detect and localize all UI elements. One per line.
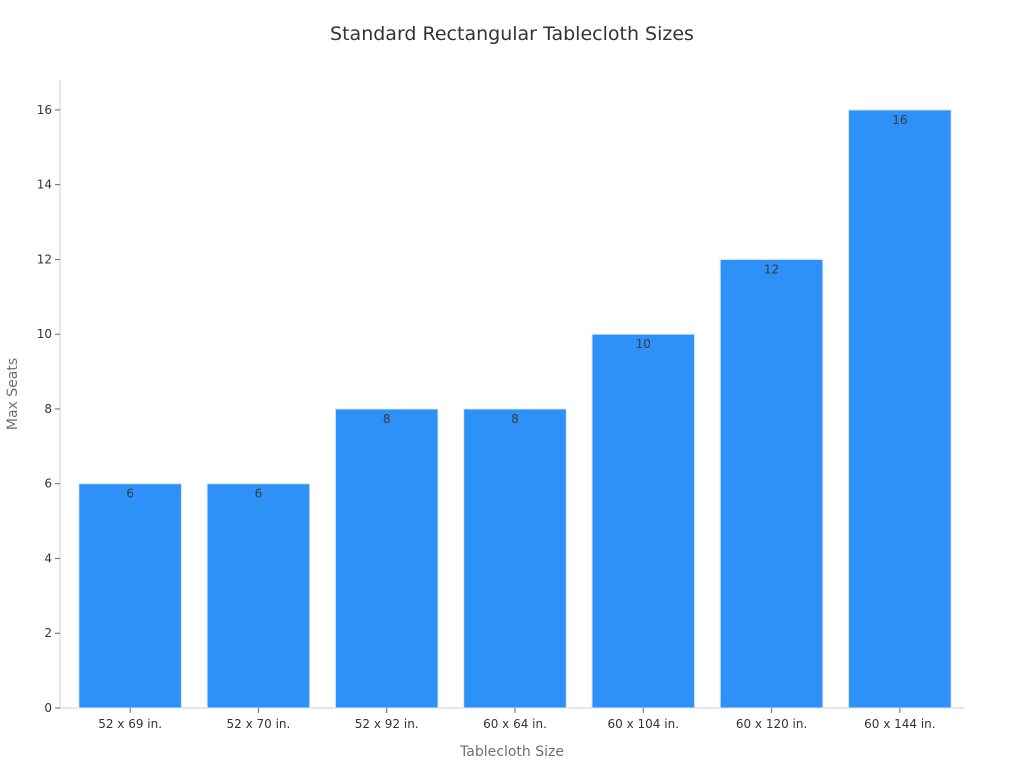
bar-value-label: 10 xyxy=(636,337,651,351)
bar-value-label: 8 xyxy=(511,412,519,426)
x-tick-label: 60 x 64 in. xyxy=(483,717,547,731)
bar xyxy=(78,483,182,709)
y-tick-label: 14 xyxy=(37,178,52,192)
y-tick-label: 4 xyxy=(44,551,52,565)
y-axis-title: Max Seats xyxy=(5,358,21,430)
y-tick-label: 8 xyxy=(44,402,52,416)
x-tick-label: 60 x 120 in. xyxy=(736,717,807,731)
y-tick-label: 16 xyxy=(37,103,52,117)
x-tick-label: 52 x 69 in. xyxy=(98,717,162,731)
bars-group: 6 6 8 8 10 12 16 xyxy=(78,109,952,709)
y-axis-ticks: 0 2 4 6 8 10 12 14 16 xyxy=(37,103,60,715)
y-tick-label: 2 xyxy=(44,626,52,640)
x-axis-title: Tablecloth Size xyxy=(459,744,564,760)
bar-value-label: 6 xyxy=(126,487,134,501)
chart-title: Standard Rectangular Tablecloth Sizes xyxy=(330,23,694,45)
x-axis-ticks: 52 x 69 in. 52 x 70 in. 52 x 92 in. 60 x 64… xyxy=(98,708,936,731)
bar xyxy=(848,109,952,709)
x-tick-label: 52 x 92 in. xyxy=(355,717,419,731)
x-tick-label: 60 x 144 in. xyxy=(864,717,935,731)
y-tick-label: 10 xyxy=(37,327,52,341)
bar-value-label: 6 xyxy=(255,487,263,501)
x-tick-label: 60 x 104 in. xyxy=(608,717,679,731)
bar xyxy=(206,483,311,709)
y-tick-label: 0 xyxy=(44,701,52,715)
x-tick-label: 52 x 70 in. xyxy=(227,717,291,731)
bar-value-label: 12 xyxy=(764,262,779,276)
y-tick-label: 6 xyxy=(44,477,52,491)
bar-value-label: 8 xyxy=(383,412,391,426)
bar xyxy=(591,333,696,709)
y-tick-label: 12 xyxy=(37,252,52,266)
bar xyxy=(463,408,567,709)
bar xyxy=(334,408,439,709)
bar xyxy=(719,258,824,709)
bar-value-label: 16 xyxy=(892,113,907,127)
